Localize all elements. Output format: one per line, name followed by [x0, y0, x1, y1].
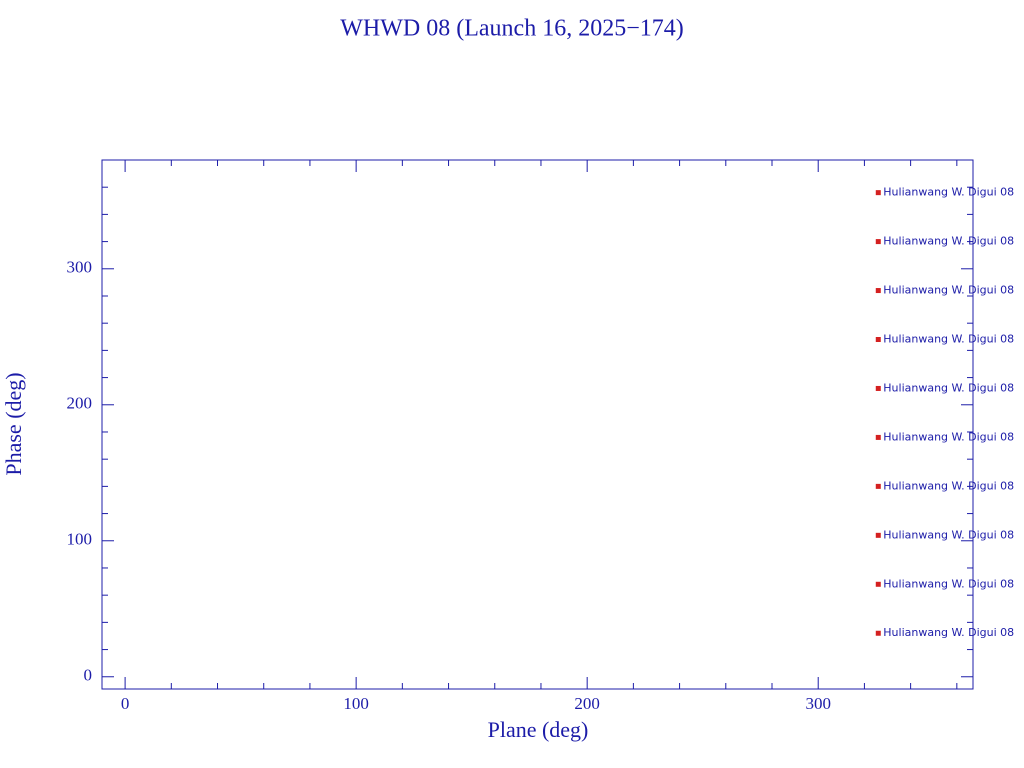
point-label: Hulianwang W. Digui 08 — [883, 284, 1014, 297]
point-label: Hulianwang W. Digui 08 — [883, 479, 1014, 492]
point — [875, 532, 881, 538]
point — [875, 630, 881, 636]
y-tick-label: 100 — [67, 530, 93, 549]
x-tick-label: 200 — [574, 694, 600, 713]
point-label: Hulianwang W. Digui 08 — [883, 626, 1014, 639]
x-tick-label: 300 — [805, 694, 831, 713]
point-label: Hulianwang W. Digui 08 — [883, 333, 1014, 346]
point-label: Hulianwang W. Digui 08 — [883, 186, 1014, 199]
y-tick-label: 300 — [67, 258, 93, 277]
chart-title: WHWD 08 (Launch 16, 2025−174) — [340, 16, 683, 42]
point — [875, 288, 881, 294]
x-axis-label: Plane (deg) — [488, 717, 589, 742]
y-tick-label: 0 — [84, 666, 93, 685]
point — [875, 190, 881, 196]
point — [875, 385, 881, 391]
point — [875, 581, 881, 587]
point-label: Hulianwang W. Digui 08 — [883, 577, 1014, 590]
plot-frame — [101, 159, 974, 690]
point-label: Hulianwang W. Digui 08 — [883, 381, 1014, 394]
x-tick-label: 0 — [121, 694, 130, 713]
point — [875, 337, 881, 343]
point-label: Hulianwang W. Digui 08 — [883, 235, 1014, 248]
x-tick-label: 100 — [343, 694, 369, 713]
point — [875, 239, 881, 245]
point-label: Hulianwang W. Digui 08 — [883, 430, 1014, 443]
y-axis-label: Phase (deg) — [1, 372, 26, 475]
point — [875, 483, 881, 489]
point-label: Hulianwang W. Digui 08 — [883, 528, 1014, 541]
y-tick-label: 200 — [67, 394, 93, 413]
point — [875, 434, 881, 440]
